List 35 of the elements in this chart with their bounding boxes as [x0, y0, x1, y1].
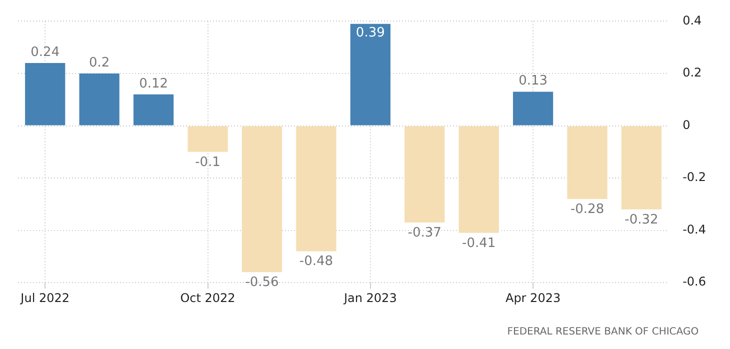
bar — [458, 126, 499, 233]
data-label: 0.24 — [30, 44, 60, 60]
x-tick-label: Jan 2023 — [342, 290, 397, 305]
bar — [621, 126, 662, 210]
data-label: -0.28 — [570, 202, 604, 217]
x-tick-label: Apr 2023 — [505, 290, 561, 305]
bar — [404, 126, 445, 222]
data-label: -0.56 — [245, 275, 279, 290]
data-label: -0.1 — [195, 154, 220, 170]
data-label: 0.13 — [518, 74, 548, 89]
bar — [242, 126, 282, 272]
data-label: 0.39 — [356, 26, 385, 41]
y-tick-label: -0.2 — [682, 170, 706, 184]
y-tick-label: 0 — [682, 118, 690, 132]
bar — [296, 126, 336, 252]
data-label: 0.2 — [88, 55, 110, 70]
data-label: -0.37 — [408, 225, 442, 240]
data-label: 0.12 — [139, 76, 168, 92]
y-tick-label: 0.2 — [682, 66, 702, 80]
bar — [188, 126, 228, 152]
y-tick-label: 0.4 — [682, 13, 702, 28]
bar — [350, 24, 390, 126]
bar — [512, 92, 554, 126]
y-tick-label: -0.6 — [682, 274, 706, 289]
x-tick-label: Oct 2022 — [180, 290, 236, 305]
bar — [25, 63, 66, 126]
bar — [567, 126, 608, 199]
data-label: -0.48 — [299, 254, 334, 270]
bar — [133, 94, 174, 126]
bar — [79, 73, 120, 126]
data-label: -0.41 — [462, 236, 496, 251]
data-label: -0.32 — [624, 212, 658, 228]
y-tick-label: -0.4 — [682, 222, 706, 236]
x-tick-label: Jul 2022 — [20, 290, 70, 305]
text: FEDERAL RESERVE BANK OF CHICAGO — [507, 326, 699, 338]
